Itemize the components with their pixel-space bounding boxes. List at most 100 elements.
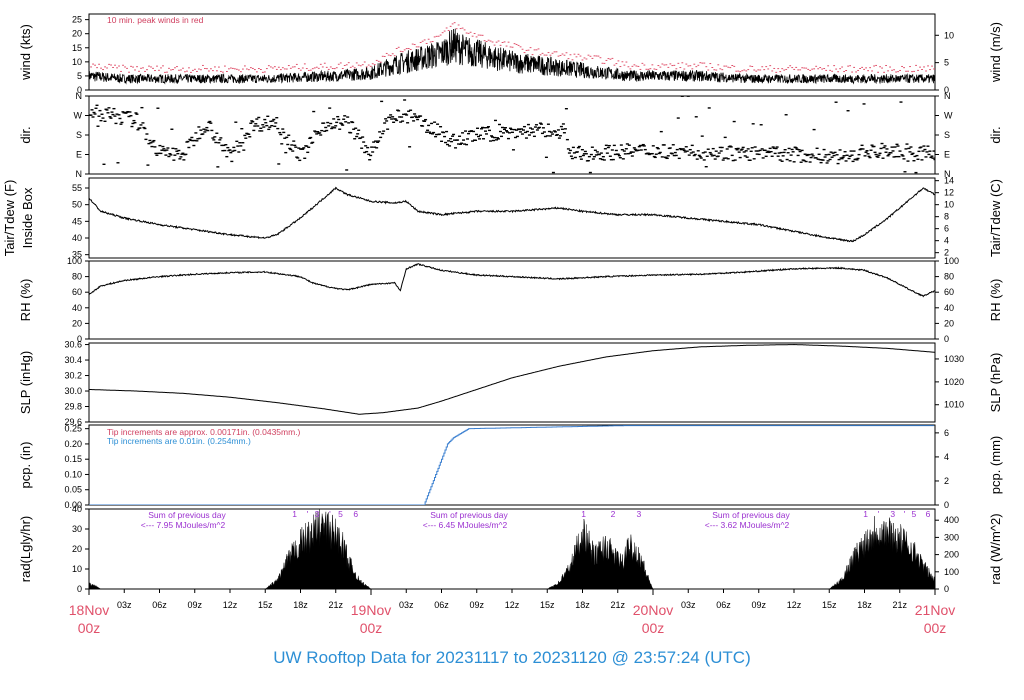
pcp-ytick-label: 0.20 xyxy=(64,439,82,449)
dir-point xyxy=(904,148,908,150)
dir-point xyxy=(438,133,442,135)
dir-point xyxy=(195,140,199,142)
rad-rtick-label: 100 xyxy=(944,567,959,577)
dir-point xyxy=(613,153,617,156)
dir-point xyxy=(314,131,318,133)
dir-point xyxy=(709,153,713,155)
slp-ytick-label: 30.4 xyxy=(64,355,82,365)
dir-point xyxy=(110,111,114,113)
pcp-series-pcp xyxy=(89,425,934,505)
dir-point xyxy=(812,128,816,131)
dir-point xyxy=(109,117,113,119)
rad-hour-mark: 6 xyxy=(926,509,931,519)
dir-point xyxy=(332,118,336,120)
dir-point xyxy=(353,138,357,140)
dir-point xyxy=(187,146,191,149)
dir-point xyxy=(92,111,96,114)
dir-point xyxy=(570,157,574,160)
dir-point xyxy=(147,142,151,145)
slp-rtick-label: 1010 xyxy=(944,400,964,410)
time-tick-label: 09z xyxy=(187,600,202,610)
dir-point xyxy=(127,115,131,118)
dir-point xyxy=(515,135,519,138)
dir-point xyxy=(822,148,826,151)
dir-point xyxy=(265,124,269,127)
dir-point xyxy=(650,152,654,155)
dir-point xyxy=(716,155,720,157)
dir-point xyxy=(756,150,760,152)
dir-point xyxy=(578,155,582,158)
dir-point xyxy=(221,149,225,152)
dir-point xyxy=(225,155,229,158)
time-tick-label: 03z xyxy=(117,600,132,610)
dir-point xyxy=(548,135,552,137)
dir-point xyxy=(319,134,323,136)
dir-point xyxy=(539,123,543,125)
dir-point xyxy=(172,159,176,161)
dir-point xyxy=(507,132,511,134)
dir-point xyxy=(551,171,555,174)
dir-point xyxy=(382,130,386,132)
dir-point xyxy=(239,145,243,147)
dir-point xyxy=(848,155,852,157)
dir-point xyxy=(704,165,708,168)
dir-point xyxy=(278,131,282,134)
rad-daily-sum-value: <--- 7.95 MJoules/m^2 xyxy=(141,520,226,530)
time-tick-label: 12z xyxy=(223,600,238,610)
dir-point xyxy=(843,151,847,153)
dir-point xyxy=(480,128,484,130)
dir-point xyxy=(283,137,287,139)
dir-point xyxy=(388,116,392,119)
dir-point xyxy=(457,143,461,145)
dir-point xyxy=(419,115,423,117)
dir-point xyxy=(165,149,169,151)
dir-point xyxy=(861,148,865,150)
dir-point xyxy=(271,120,275,122)
rad-ytick-label: 30 xyxy=(72,524,82,534)
rad-daily-sum-value: <--- 6.45 MJoules/m^2 xyxy=(423,520,508,530)
slp-frame xyxy=(88,342,936,423)
dir-point xyxy=(832,154,836,157)
dir-point xyxy=(390,118,394,120)
dir-point xyxy=(446,143,450,146)
dir-point xyxy=(340,123,344,125)
dir-point xyxy=(771,146,775,148)
dir-point xyxy=(296,157,300,159)
dir-point xyxy=(338,128,342,130)
dir-point xyxy=(767,151,771,154)
dir-point xyxy=(907,147,911,150)
dir-point xyxy=(166,147,170,149)
rh-ytick-label: 60 xyxy=(72,287,82,297)
dir-point xyxy=(883,145,887,147)
dir-point xyxy=(399,121,403,123)
dir-point xyxy=(521,129,525,131)
dir-point xyxy=(117,114,121,116)
dir-point xyxy=(593,149,597,151)
dir-point xyxy=(104,108,108,110)
dir-point xyxy=(465,143,469,146)
dir-point xyxy=(627,144,631,146)
dir-point xyxy=(249,122,253,124)
dir-point xyxy=(606,146,610,149)
wind-rtick-label: 10 xyxy=(944,30,954,40)
dir-point xyxy=(519,128,523,130)
dir-point xyxy=(323,130,327,132)
dir-point xyxy=(347,122,351,124)
dir-point xyxy=(866,153,870,155)
dir-point xyxy=(282,131,286,134)
wind-rtick-label: 5 xyxy=(944,58,949,68)
dir-point xyxy=(364,145,368,147)
dir-point xyxy=(559,125,563,128)
dir-point xyxy=(131,122,135,125)
rad-ylabel: rad(Lgly/hr) xyxy=(18,516,33,582)
wind-ytick-label: 25 xyxy=(72,15,82,25)
dir-point xyxy=(738,156,742,159)
dir-point xyxy=(412,120,416,122)
dir-point xyxy=(705,155,709,157)
dir-point xyxy=(434,135,438,138)
dir-point xyxy=(823,156,827,158)
dir-point xyxy=(435,133,439,136)
time-major-label: 20Nov xyxy=(633,602,673,618)
dir-point xyxy=(186,140,190,143)
dir-point xyxy=(313,130,317,132)
